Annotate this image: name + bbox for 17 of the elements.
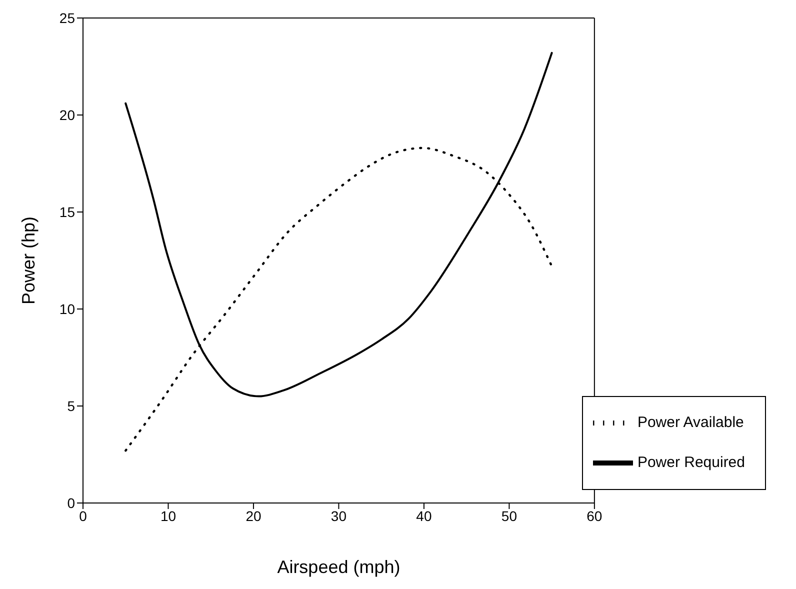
x-tick-label: 10	[160, 508, 176, 524]
y-tick-label: 0	[67, 494, 76, 511]
legend-label: Power Available	[637, 414, 744, 431]
x-tick-label: 0	[79, 508, 88, 524]
y-axis-title: Power (hp)	[18, 216, 38, 305]
y-tick-label: 25	[59, 10, 76, 26]
x-tick-label: 30	[330, 508, 347, 524]
x-tick-label: 20	[246, 508, 262, 524]
x-axis-title: Airspeed (mph)	[277, 557, 400, 577]
x-tick-label: 40	[416, 508, 432, 524]
y-tick-label: 5	[67, 398, 76, 414]
y-tick-label: 10	[59, 300, 76, 317]
y-tick-label: 20	[59, 106, 76, 123]
y-tick-label: 15	[59, 204, 76, 220]
x-tick-label: 60	[586, 508, 602, 524]
x-tick-label: 50	[501, 508, 518, 524]
legend-label: Power Required	[637, 454, 745, 471]
